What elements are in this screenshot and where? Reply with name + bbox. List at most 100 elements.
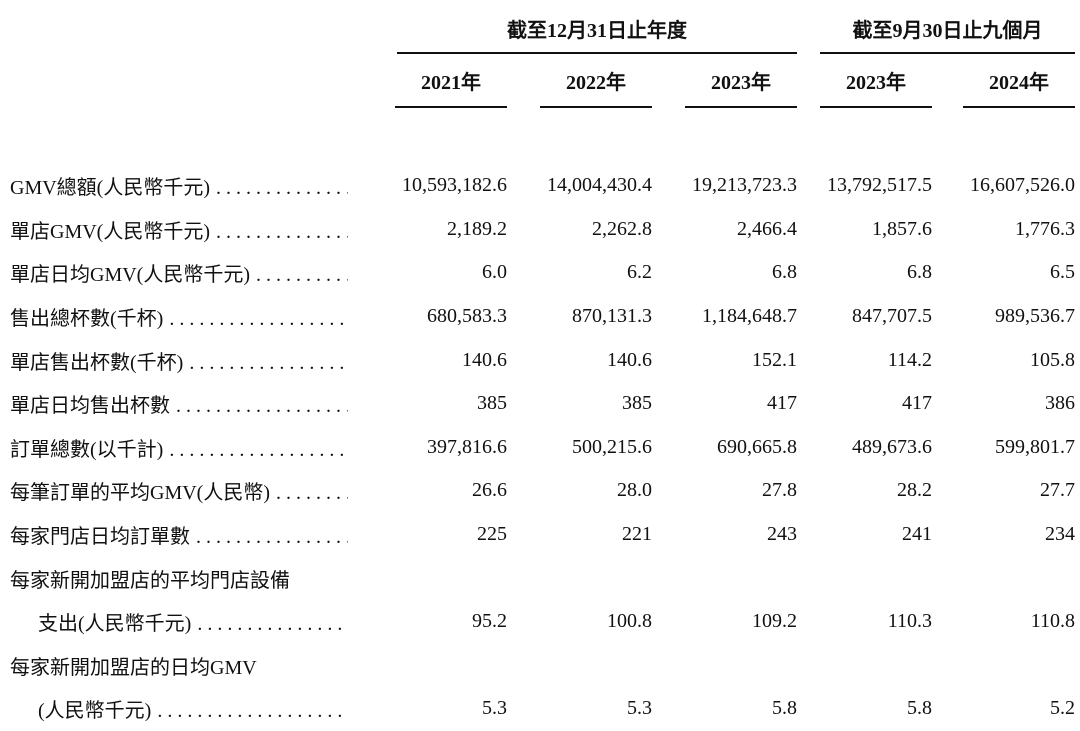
cell-value: 6.8 xyxy=(772,261,797,284)
row-label: 支出(人民幣千元) xyxy=(38,613,192,636)
table-row: 單店日均GMV(人民幣千元) 6.0 6.2 6.8 6.8 6.5 xyxy=(10,251,1075,295)
cell-value: 140.6 xyxy=(462,348,507,371)
table-row: 單店日均售出杯數 385 385 417 417 386 xyxy=(10,382,1075,426)
cell-value: 110.3 xyxy=(887,610,932,633)
cell-value: 5.3 xyxy=(482,697,507,720)
cell-value: 5.2 xyxy=(1050,697,1075,720)
cell-value: 417 xyxy=(902,392,932,415)
cell-value: 6.5 xyxy=(1050,261,1075,284)
table-row: 每家新開加盟店的日均GMV xyxy=(10,644,1075,688)
dot-leader xyxy=(196,526,348,549)
cell-value: 6.0 xyxy=(482,261,507,284)
cell-value: 225 xyxy=(477,523,507,546)
cell-value: 19,213,723.3 xyxy=(692,174,797,197)
cell-value: 6.8 xyxy=(907,261,932,284)
row-label: 訂單總數(以千計) xyxy=(10,438,164,461)
cell-value: 6.2 xyxy=(627,261,652,284)
dot-leader xyxy=(169,308,348,331)
cell-value: 989,536.7 xyxy=(995,305,1075,328)
table-row: 每筆訂單的平均GMV(人民幣) 26.6 28.0 27.8 28.2 27.7 xyxy=(10,469,1075,513)
table-row: 每家新開加盟店的平均門店設備 xyxy=(10,556,1075,600)
table-row: 單店GMV(人民幣千元) 2,189.2 2,262.8 2,466.4 1,8… xyxy=(10,208,1075,252)
cell-value: 140.6 xyxy=(607,348,652,371)
row-label: (人民幣千元) xyxy=(38,700,152,723)
cell-value: 386 xyxy=(1045,392,1075,415)
dot-leader xyxy=(169,439,348,462)
header-body-gap xyxy=(10,108,1075,164)
cell-value: 13,792,517.5 xyxy=(827,174,932,197)
year-column-header: 2022年 xyxy=(540,66,652,108)
cell-value: 680,583.3 xyxy=(427,305,507,328)
table-row: (人民幣千元) 5.3 5.3 5.8 5.8 5.2 xyxy=(10,687,1075,731)
dot-leader xyxy=(197,613,348,636)
cell-value: 152.1 xyxy=(752,348,797,371)
cell-value: 5.3 xyxy=(627,697,652,720)
cell-value: 114.2 xyxy=(887,348,932,371)
dot-leader xyxy=(189,352,348,375)
table-row: 每家門店日均訂單數 225 221 243 241 234 xyxy=(10,513,1075,557)
row-label: 單店日均售出杯數 xyxy=(10,395,170,418)
cell-value: 221 xyxy=(622,523,652,546)
column-group-label: 截至9月30日止九個月 xyxy=(820,10,1075,54)
dot-leader xyxy=(216,177,348,200)
cell-value: 110.8 xyxy=(1030,610,1075,633)
cell-value: 105.8 xyxy=(1030,348,1075,371)
cell-value: 234 xyxy=(1045,523,1075,546)
cell-value: 599,801.7 xyxy=(995,435,1075,458)
dot-leader xyxy=(256,264,348,287)
cell-value: 385 xyxy=(477,392,507,415)
row-label: GMV總額(人民幣千元) xyxy=(10,177,210,200)
dot-leader xyxy=(276,482,348,505)
cell-value: 417 xyxy=(767,392,797,415)
cell-value: 109.2 xyxy=(752,610,797,633)
cell-value: 1,776.3 xyxy=(1015,217,1075,240)
table-row: 單店售出杯數(千杯) 140.6 140.6 152.1 114.2 105.8 xyxy=(10,338,1075,382)
row-label: 單店GMV(人民幣千元) xyxy=(10,220,210,243)
cell-value: 16,607,526.0 xyxy=(970,174,1075,197)
row-label: 每家新開加盟店的平均門店設備 xyxy=(10,569,290,592)
cell-value: 241 xyxy=(902,523,932,546)
row-label: 每家新開加盟店的日均GMV xyxy=(10,656,257,679)
period-group-annual: 截至12月31日止年度 xyxy=(362,10,797,54)
row-label: 每家門店日均訂單數 xyxy=(10,526,190,549)
dot-leader xyxy=(176,395,348,418)
cell-value: 870,131.3 xyxy=(572,305,652,328)
cell-value: 690,665.8 xyxy=(717,435,797,458)
cell-value: 27.7 xyxy=(1040,479,1075,502)
column-group-label: 截至12月31日止年度 xyxy=(397,10,797,54)
row-label: 每筆訂單的平均GMV(人民幣) xyxy=(10,482,270,505)
year-header-row: 2021年 2022年 2023年 2023年 2024年 xyxy=(10,66,1075,108)
cell-value: 28.2 xyxy=(897,479,932,502)
cell-value: 26.6 xyxy=(472,479,507,502)
table-row: 支出(人民幣千元) 95.2 100.8 109.2 110.3 110.8 xyxy=(10,600,1075,644)
cell-value: 397,816.6 xyxy=(427,435,507,458)
year-column-header: 2023年 xyxy=(685,66,797,108)
dot-leader xyxy=(157,700,348,723)
year-column-header: 2021年 xyxy=(395,66,507,108)
cell-value: 28.0 xyxy=(617,479,652,502)
cell-value: 2,189.2 xyxy=(447,217,507,240)
cell-value: 500,215.6 xyxy=(572,435,652,458)
cell-value: 489,673.6 xyxy=(852,435,932,458)
cell-value: 100.8 xyxy=(607,610,652,633)
cell-value: 847,707.5 xyxy=(852,305,932,328)
year-column-header: 2023年 xyxy=(820,66,932,108)
cell-value: 14,004,430.4 xyxy=(547,174,652,197)
cell-value: 2,262.8 xyxy=(592,217,652,240)
cell-value: 27.8 xyxy=(762,479,797,502)
row-label: 售出總杯數(千杯) xyxy=(10,308,164,331)
period-group-nine-months: 截至9月30日止九個月 xyxy=(797,10,1075,54)
table-row: 訂單總數(以千計) 397,816.6 500,215.6 690,665.8 … xyxy=(10,426,1075,470)
cell-value: 5.8 xyxy=(772,697,797,720)
cell-value: 5.8 xyxy=(907,697,932,720)
cell-value: 1,184,648.7 xyxy=(702,305,797,328)
table-row: GMV總額(人民幣千元) 10,593,182.6 14,004,430.4 1… xyxy=(10,164,1075,208)
table-row: 售出總杯數(千杯) 680,583.3 870,131.3 1,184,648.… xyxy=(10,295,1075,339)
cell-value: 10,593,182.6 xyxy=(402,174,507,197)
cell-value: 385 xyxy=(622,392,652,415)
cell-value: 95.2 xyxy=(472,610,507,633)
dot-leader xyxy=(216,221,348,244)
row-label: 單店日均GMV(人民幣千元) xyxy=(10,264,250,287)
cell-value: 1,857.6 xyxy=(872,217,932,240)
